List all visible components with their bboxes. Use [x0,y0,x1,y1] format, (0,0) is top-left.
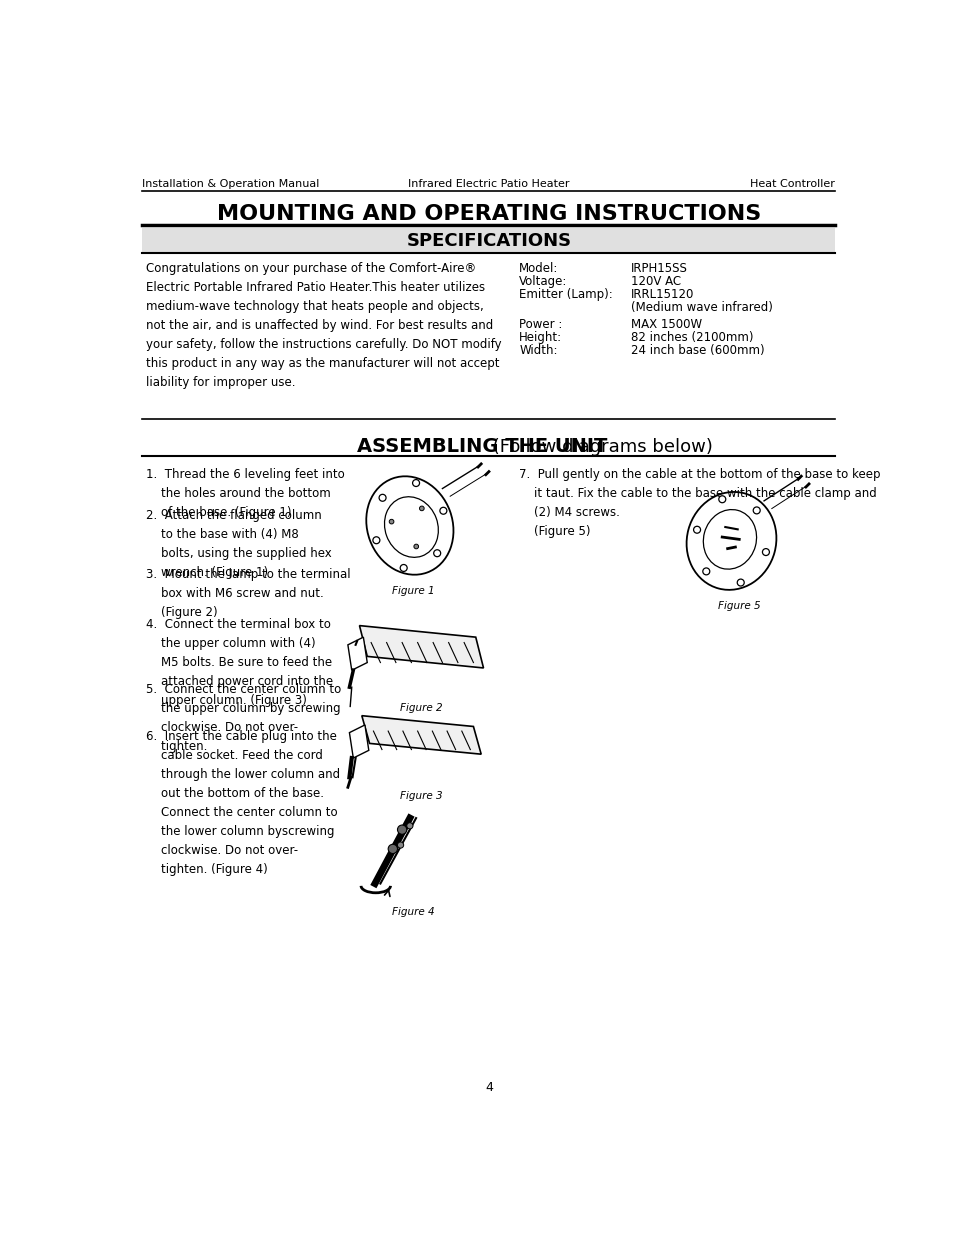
Circle shape [414,545,418,548]
FancyBboxPatch shape [142,228,835,253]
Text: 24 inch base (600mm): 24 inch base (600mm) [630,343,763,357]
Text: Height:: Height: [518,331,561,343]
Text: Model:: Model: [518,262,558,275]
Circle shape [373,537,379,543]
Text: 7.  Pull gently on the cable at the bottom of the base to keep
    it taut. Fix : 7. Pull gently on the cable at the botto… [518,468,880,537]
Text: 6.  Insert the cable plug into the
    cable socket. Feed the cord
    through t: 6. Insert the cable plug into the cable … [146,730,340,876]
Polygon shape [359,626,483,668]
Circle shape [702,568,709,574]
Polygon shape [348,637,367,671]
Circle shape [693,526,700,534]
Text: (Medium wave infrared): (Medium wave infrared) [630,301,772,315]
Circle shape [737,579,743,587]
Text: Width:: Width: [518,343,558,357]
Text: Voltage:: Voltage: [518,275,567,288]
Circle shape [378,494,386,501]
Text: Power :: Power : [518,317,562,331]
Text: 82 inches (2100mm): 82 inches (2100mm) [630,331,753,343]
Text: 3.  Mount the lamp to the terminal
    box with M6 screw and nut.
    (Figure 2): 3. Mount the lamp to the terminal box wi… [146,568,351,619]
Circle shape [761,548,769,556]
Text: Figure 4: Figure 4 [392,906,435,916]
Circle shape [718,495,725,503]
Circle shape [753,506,760,514]
Circle shape [397,825,406,835]
Text: Figure 3: Figure 3 [399,792,442,802]
Text: 120V AC: 120V AC [630,275,680,288]
Text: Figure 2: Figure 2 [399,703,442,713]
Circle shape [399,564,407,572]
Text: Figure 5: Figure 5 [718,601,760,611]
Text: 2.  Attach the flanged column
    to the base with (4) M8
    bolts, using the s: 2. Attach the flanged column to the base… [146,509,332,578]
Text: IRPH15SS: IRPH15SS [630,262,687,275]
Text: Infrared Electric Patio Heater: Infrared Electric Patio Heater [408,179,569,189]
Text: Installation & Operation Manual: Installation & Operation Manual [142,179,319,189]
Circle shape [388,845,397,853]
Circle shape [434,550,440,557]
Text: ASSEMBLING THE UNIT: ASSEMBLING THE UNIT [356,437,607,457]
Circle shape [406,823,413,829]
Text: (Follow diagrams below): (Follow diagrams below) [486,438,712,456]
Circle shape [419,506,424,511]
Text: MOUNTING AND OPERATING INSTRUCTIONS: MOUNTING AND OPERATING INSTRUCTIONS [216,204,760,224]
Polygon shape [349,725,369,758]
Text: 4.  Connect the terminal box to
    the upper column with (4)
    M5 bolts. Be s: 4. Connect the terminal box to the upper… [146,618,334,706]
Circle shape [397,842,403,848]
Circle shape [389,519,394,524]
Text: IRRL15120: IRRL15120 [630,288,694,301]
Circle shape [412,479,419,487]
Text: 4: 4 [484,1081,493,1094]
Text: Congratulations on your purchase of the Comfort-Aire®
Electric Portable Infrared: Congratulations on your purchase of the … [146,262,501,389]
Circle shape [439,508,446,514]
Text: Figure 1: Figure 1 [392,585,435,595]
Text: SPECIFICATIONS: SPECIFICATIONS [406,232,571,249]
Polygon shape [361,716,480,755]
Text: 5.  Connect the center column to
    the upper column by screwing
    clockwise.: 5. Connect the center column to the uppe… [146,683,341,753]
Text: Emitter (Lamp):: Emitter (Lamp): [518,288,612,301]
Text: Heat Controller: Heat Controller [750,179,835,189]
Text: 1.  Thread the 6 leveling feet into
    the holes around the bottom
    of the b: 1. Thread the 6 leveling feet into the h… [146,468,345,519]
Text: MAX 1500W: MAX 1500W [630,317,701,331]
